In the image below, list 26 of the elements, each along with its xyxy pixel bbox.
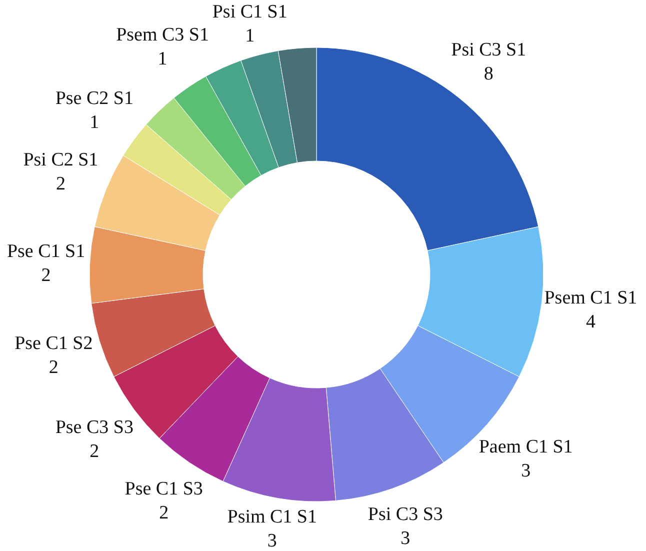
data-label: 2 bbox=[41, 265, 51, 286]
slice-label: Paem C1 S1 bbox=[478, 436, 573, 458]
data-label: 2 bbox=[90, 440, 100, 462]
data-label: 2 bbox=[159, 502, 169, 524]
data-label: 8 bbox=[484, 63, 494, 84]
data-label: 3 bbox=[400, 528, 410, 550]
slice-label: Psi C3 S3 bbox=[368, 504, 443, 526]
slice-label: Psi C3 S1 bbox=[451, 39, 526, 60]
data-label: 2 bbox=[56, 174, 66, 195]
slice-label: Psim C1 S1 bbox=[227, 506, 318, 528]
data-label: 3 bbox=[521, 460, 531, 482]
data-label: 1 bbox=[245, 26, 255, 46]
slice-label: Pse C1 S2 bbox=[14, 332, 93, 354]
slice-label: Psi C1 S1 bbox=[212, 2, 288, 22]
slice-label: Pse C3 S3 bbox=[55, 416, 134, 438]
data-label: 1 bbox=[90, 112, 100, 134]
slice-label: Psem C3 S1 bbox=[116, 24, 210, 46]
data-label: 1 bbox=[158, 48, 168, 70]
data-label: 2 bbox=[48, 356, 58, 378]
slice-label: Pse C2 S1 bbox=[55, 88, 134, 110]
slice-label: Pse C1 S1 bbox=[6, 241, 86, 262]
slice-label: Psi C2 S1 bbox=[23, 150, 98, 171]
data-label: 4 bbox=[586, 312, 596, 333]
slice-label: Pse C1 S3 bbox=[124, 478, 203, 500]
data-label: 3 bbox=[267, 530, 277, 551]
slice-label: Psem C1 S1 bbox=[544, 288, 638, 309]
